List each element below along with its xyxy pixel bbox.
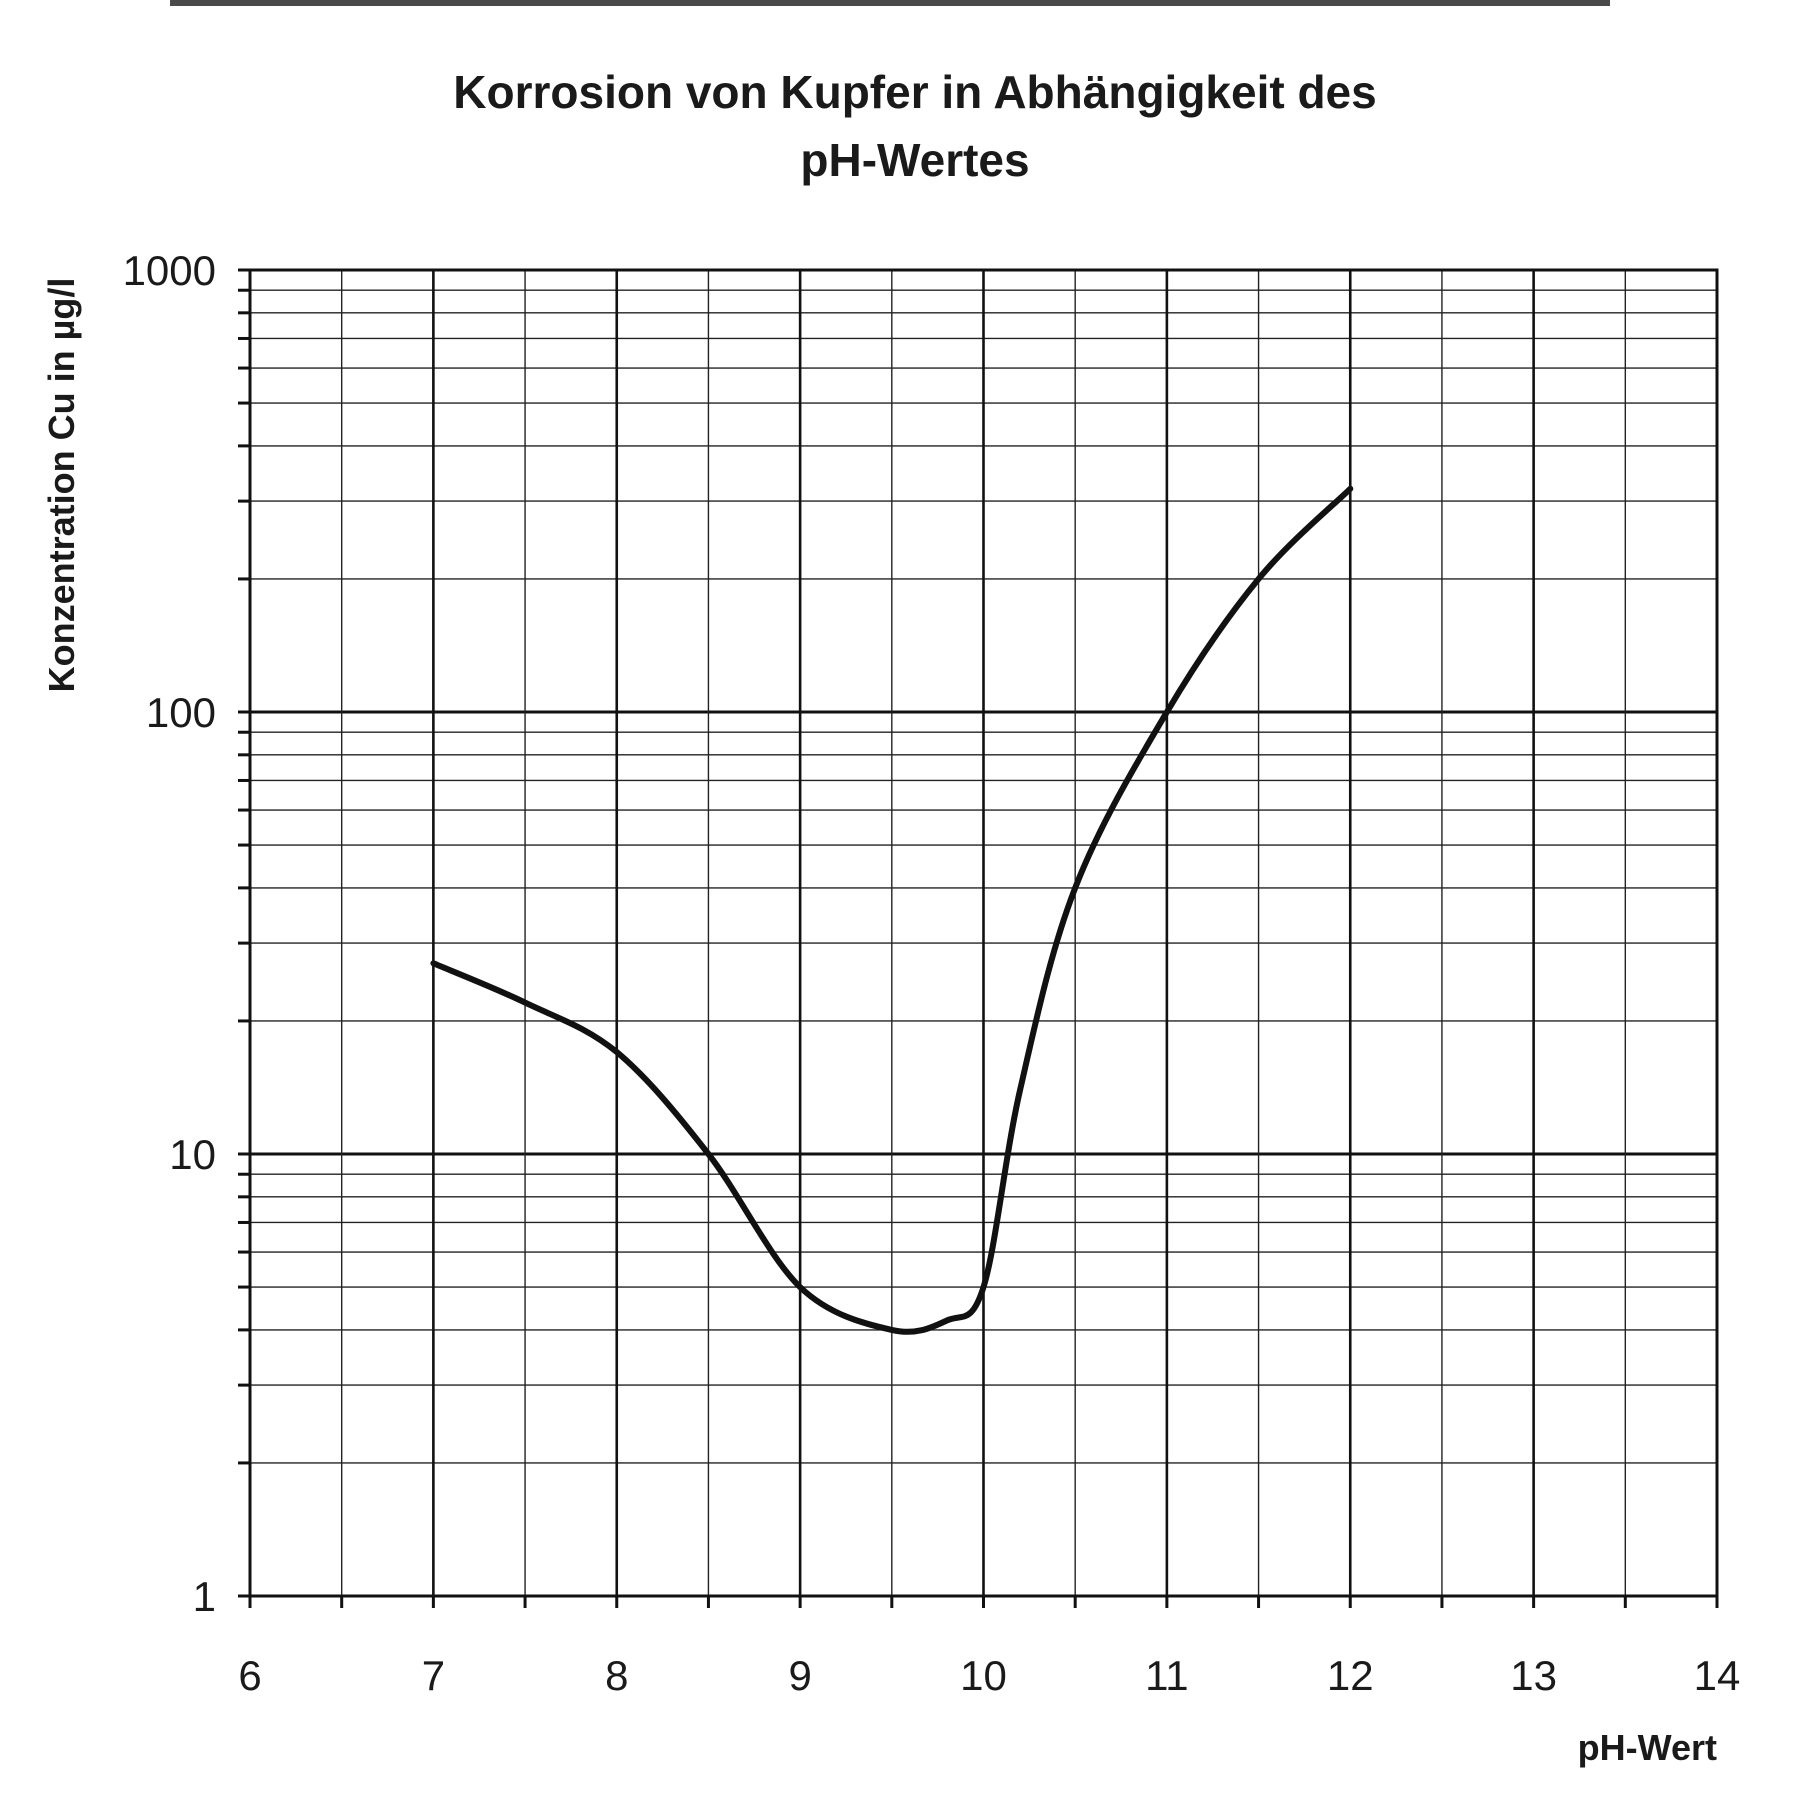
y-tick-label: 1: [193, 1573, 216, 1620]
x-tick-label: 13: [1510, 1652, 1557, 1699]
x-tick-labels: 6 7 8 9 10 11 12 13 14: [238, 1652, 1740, 1699]
plot-frame: [248, 268, 1719, 1598]
y-axis-label: Konzentration Cu in µg/l: [41, 278, 82, 693]
axis-ticks: [238, 268, 1719, 1608]
x-tick-label: 7: [422, 1652, 445, 1699]
chart-title-line-2: pH-Wertes: [800, 134, 1029, 186]
x-tick-label: 10: [960, 1652, 1007, 1699]
chart-title: Korrosion von Kupfer in Abhängigkeit des…: [453, 66, 1376, 186]
x-tick-label: 14: [1694, 1652, 1741, 1699]
top-border-bar: [170, 0, 1610, 6]
x-axis-label: pH-Wert: [1578, 1727, 1717, 1768]
y-tick-label: 1000: [123, 247, 216, 294]
y-tick-label: 100: [146, 689, 216, 736]
x-tick-label: 12: [1327, 1652, 1374, 1699]
x-tick-label: 11: [1145, 1652, 1189, 1699]
chart-title-line-1: Korrosion von Kupfer in Abhängigkeit des: [453, 66, 1376, 118]
series-line-cu-concentration: [430, 485, 1354, 1335]
x-tick-label: 8: [605, 1652, 628, 1699]
y-tick-label: 10: [169, 1131, 216, 1178]
grid-lines: [250, 270, 1717, 1596]
y-tick-labels: 1 10 100 1000: [123, 247, 216, 1620]
x-tick-label: 6: [238, 1652, 261, 1699]
x-tick-label: 9: [788, 1652, 811, 1699]
